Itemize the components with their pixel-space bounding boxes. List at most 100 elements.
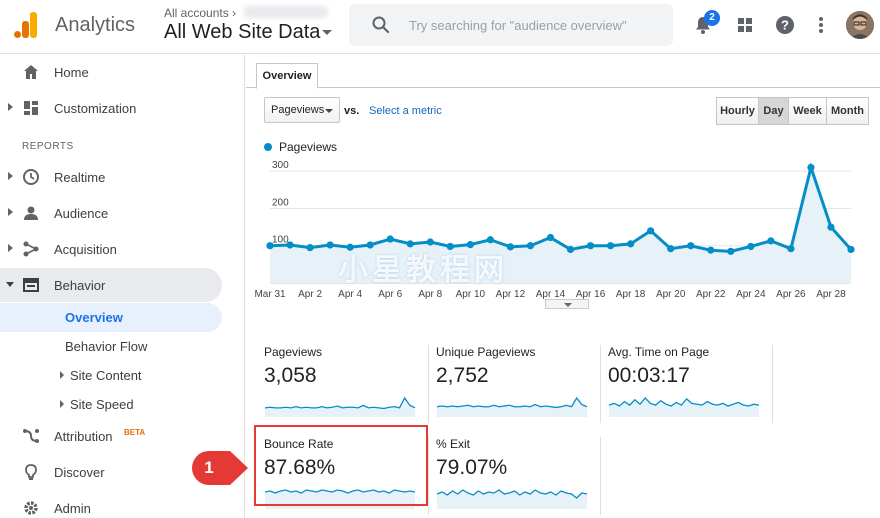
sparkline-line xyxy=(436,489,588,499)
x-tick-label: Apr 18 xyxy=(616,289,646,300)
dashboard-icon xyxy=(24,101,38,115)
reports-section-label: REPORTS xyxy=(22,141,74,152)
tab-bar: Overview xyxy=(246,55,880,89)
annotation-callout-icon xyxy=(192,451,248,485)
sidebar-item-acquisition[interactable]: Acquisition xyxy=(0,232,245,266)
chevron-right-icon xyxy=(8,208,13,216)
sidebar-item-label: Home xyxy=(54,65,89,80)
series-line-pageviews xyxy=(269,162,853,253)
sidebar-item-overview[interactable]: Overview xyxy=(65,310,123,325)
search-icon[interactable] xyxy=(371,15,391,35)
sidebar-item-realtime[interactable]: Realtime xyxy=(0,160,245,194)
x-tick-label: Apr 10 xyxy=(456,289,486,300)
data-point xyxy=(767,237,775,245)
x-tick-label: Apr 24 xyxy=(736,289,766,300)
chevron-right-icon xyxy=(8,244,13,252)
behavior-icon xyxy=(23,278,39,292)
sidebar-item-label: Realtime xyxy=(54,170,106,185)
sidebar-item-behavior-flow[interactable]: Behavior Flow xyxy=(65,339,148,354)
sidebar-item-site-speed[interactable]: Site Speed xyxy=(70,397,134,412)
top-header: Analytics All accounts › All Web Site Da… xyxy=(0,0,880,54)
sidebar-item-label: Customization xyxy=(54,101,137,116)
sidebar-item-attribution[interactable]: Attribution xyxy=(0,419,245,453)
data-point xyxy=(266,242,274,250)
sparkline-line xyxy=(436,396,588,409)
interval-month-button[interactable]: Month xyxy=(826,97,869,125)
chevron-right-icon xyxy=(8,103,13,111)
data-point xyxy=(627,240,635,248)
scorecard-exit-rate[interactable]: % Exit 79.07% xyxy=(436,437,601,515)
data-point xyxy=(286,241,294,249)
data-point xyxy=(727,247,735,255)
sidebar-item-label: Attribution xyxy=(54,429,113,444)
scorecard-title: Unique Pageviews xyxy=(436,345,536,359)
data-point xyxy=(847,245,855,254)
data-point xyxy=(326,241,334,249)
line-chart[interactable]: 100 200 300 Mar 31 Apr 2 Apr 4 Apr 6 Apr 8 Apr 1… xyxy=(246,155,880,303)
data-point xyxy=(306,243,314,252)
legend-marker xyxy=(264,143,272,151)
metric-select-value: Pageviews xyxy=(271,104,325,116)
data-point xyxy=(647,227,655,235)
avatar[interactable] xyxy=(846,11,874,39)
data-point xyxy=(406,240,414,248)
sidebar-item-home[interactable]: Home xyxy=(0,55,245,89)
scorecard-value: 2,752 xyxy=(436,364,489,387)
interval-hourly-button[interactable]: Hourly xyxy=(716,97,759,125)
x-tick-label: Apr 26 xyxy=(776,289,806,300)
divider xyxy=(600,345,601,423)
scorecard-value: 00:03:17 xyxy=(608,364,690,387)
sidebar-item-label: Discover xyxy=(54,465,105,480)
chevron-down-icon xyxy=(325,109,333,113)
chevron-right-icon xyxy=(60,371,64,379)
interval-week-button[interactable]: Week xyxy=(788,97,827,125)
data-point xyxy=(707,246,715,254)
annotation-number: 1 xyxy=(204,458,214,477)
apps-grid-icon[interactable] xyxy=(734,14,756,36)
sidebar-item-behavior[interactable]: Behavior xyxy=(0,268,245,302)
interval-day-button[interactable]: Day xyxy=(758,97,789,125)
sidebar-item-admin[interactable]: Admin xyxy=(0,491,245,518)
scorecard-value: 87.68% xyxy=(264,456,336,479)
data-point xyxy=(787,245,795,253)
analytics-logo-icon[interactable] xyxy=(13,12,39,38)
sparkline-line xyxy=(264,489,416,494)
x-tick-label: Apr 22 xyxy=(696,289,726,300)
overview-active-bg xyxy=(0,303,222,332)
scorecard-unique-pageviews[interactable]: Unique Pageviews 2,752 xyxy=(436,345,601,423)
sidebar-item-audience[interactable]: Audience xyxy=(0,196,245,230)
x-tick-label: Mar 31 xyxy=(254,289,286,300)
x-tick-label: Apr 2 xyxy=(298,289,322,300)
sidebar-item-discover[interactable]: Discover xyxy=(0,455,245,489)
sparkline xyxy=(264,396,416,417)
view-selector[interactable]: All Web Site Data xyxy=(164,21,321,43)
chart-resize-handle[interactable] xyxy=(545,299,589,309)
sidebar-item-label: Audience xyxy=(54,206,109,221)
data-point xyxy=(667,245,675,253)
acquisition-icon xyxy=(23,241,39,257)
metric-select[interactable]: Pageviews xyxy=(264,97,340,123)
sparkline xyxy=(436,489,588,509)
account-breadcrumb[interactable]: All accounts › xyxy=(164,6,237,20)
more-vert-icon[interactable] xyxy=(810,14,832,36)
data-point xyxy=(466,241,474,249)
vs-label: vs. xyxy=(344,105,360,117)
sidebar-item-customization[interactable]: Customization xyxy=(0,91,245,125)
scorecard-pageviews[interactable]: Pageviews 3,058 xyxy=(264,345,429,423)
chevron-down-icon[interactable] xyxy=(322,30,332,35)
data-point xyxy=(586,242,595,250)
tab-overview[interactable]: Overview xyxy=(256,63,318,89)
sidebar-item-site-content[interactable]: Site Content xyxy=(70,368,142,383)
scorecard-avg-time-on-page[interactable]: Avg. Time on Page 00:03:17 xyxy=(608,345,773,423)
clock-icon xyxy=(23,169,39,185)
select-metric-link[interactable]: Select a metric xyxy=(369,105,442,117)
sparkline-area xyxy=(609,398,759,417)
x-tick-label: Apr 6 xyxy=(378,289,402,300)
data-point xyxy=(386,235,394,243)
search-input[interactable] xyxy=(409,16,659,34)
account-name-redacted xyxy=(244,6,328,18)
search-box[interactable] xyxy=(349,4,673,46)
data-point xyxy=(506,243,515,251)
help-icon[interactable]: ? xyxy=(774,14,796,36)
data-point xyxy=(546,233,555,242)
